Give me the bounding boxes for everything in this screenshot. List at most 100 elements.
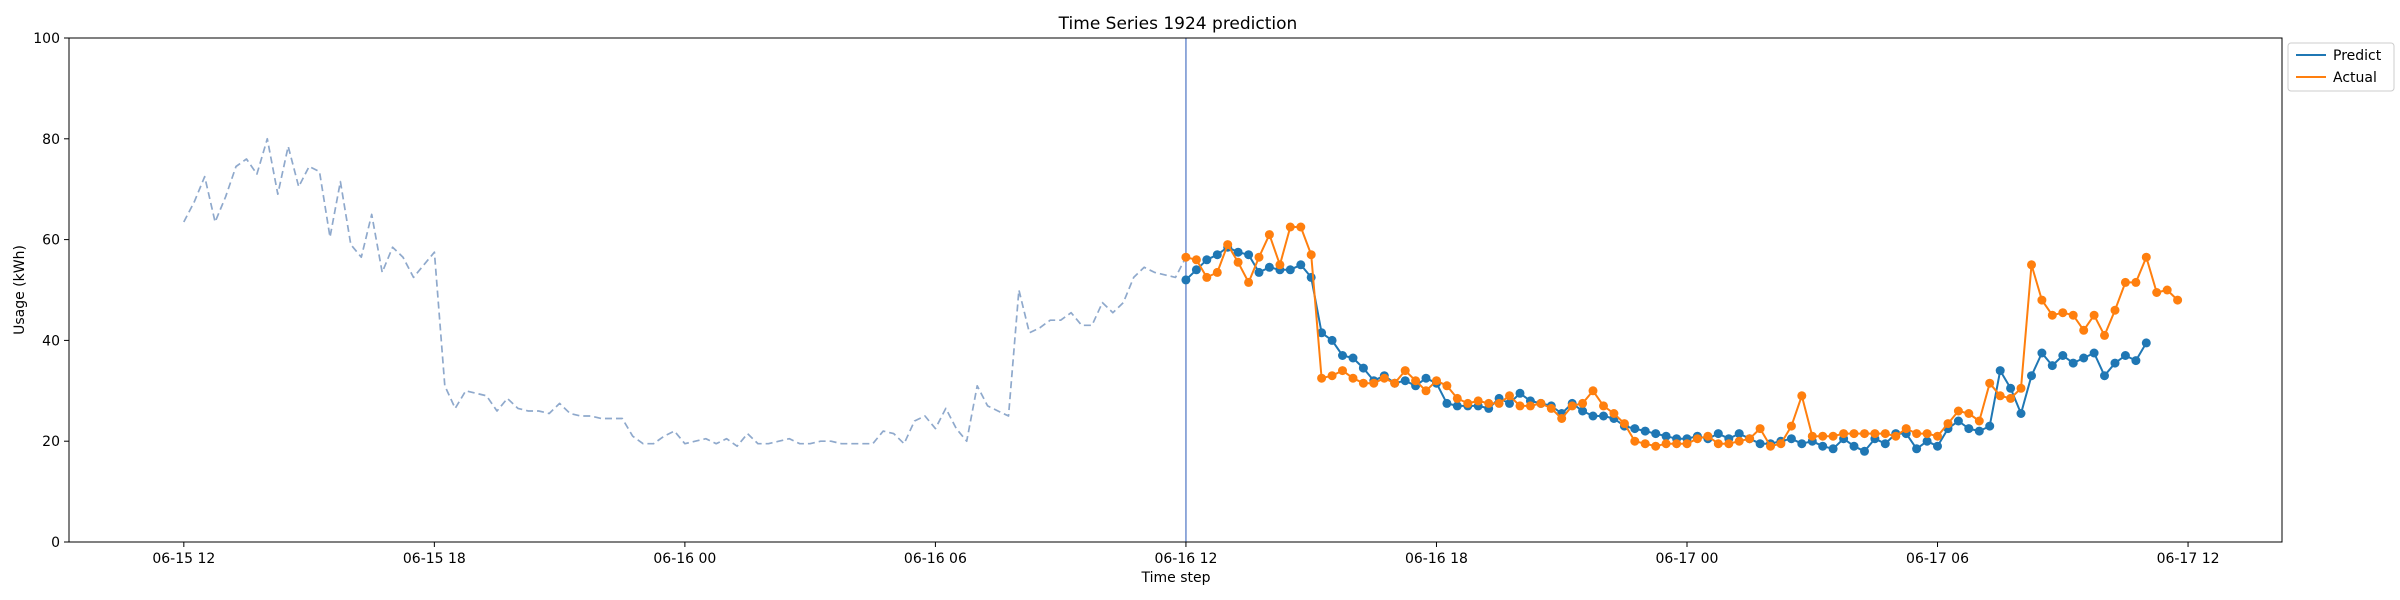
series-line-predict <box>1185 246 2148 453</box>
data-point-actual <box>1296 222 1306 232</box>
data-point-actual <box>1390 378 1400 388</box>
x-tick-label: 06-16 12 <box>1154 551 1217 567</box>
data-point-actual <box>2016 383 2026 393</box>
y-tick-label: 100 <box>33 31 60 47</box>
data-point-actual <box>1995 391 2005 401</box>
data-point-actual <box>1849 429 1859 439</box>
data-point-predict <box>1578 406 1588 416</box>
data-point-actual <box>1682 439 1692 449</box>
data-point-actual <box>1275 260 1285 270</box>
plot-area <box>183 38 2183 542</box>
data-point-predict <box>1797 439 1807 449</box>
y-axis: 0 20 40 60 80 100 <box>33 31 69 551</box>
series-line-history <box>183 137 1187 448</box>
data-point-actual <box>1672 439 1682 449</box>
x-axis-label: Time step <box>1141 570 1211 586</box>
data-point-predict <box>1995 366 2005 376</box>
data-point-actual <box>1724 439 1734 449</box>
data-point-actual <box>1212 267 1222 277</box>
data-point-actual <box>1442 381 1452 391</box>
data-point-actual <box>1640 439 1650 449</box>
legend-label-predict: Predict <box>2333 48 2382 64</box>
chart-title: Time Series 1924 prediction <box>1058 14 1298 34</box>
data-point-actual <box>1870 429 1880 439</box>
data-point-predict <box>1452 401 1462 411</box>
data-point-predict <box>2006 383 2016 393</box>
data-point-actual <box>1515 401 1525 411</box>
data-point-predict <box>2047 361 2057 371</box>
data-point-predict <box>1974 426 1984 436</box>
data-point-actual <box>2006 393 2016 403</box>
data-point-actual <box>1609 409 1619 418</box>
data-point-predict <box>1338 351 1347 360</box>
data-point-actual <box>1358 378 1368 388</box>
data-point-actual <box>1567 401 1577 411</box>
data-point-predict <box>1317 328 1327 338</box>
data-point-predict <box>1515 388 1525 398</box>
data-point-actual <box>2152 288 2162 297</box>
data-point-predict <box>2131 356 2141 366</box>
data-point-predict <box>1421 373 1431 383</box>
data-point-predict <box>1630 424 1640 434</box>
data-point-actual <box>1943 419 1953 429</box>
data-point-predict <box>1640 426 1650 436</box>
data-point-actual <box>1338 366 1347 376</box>
data-point-predict <box>1912 444 1922 454</box>
data-point-predict <box>1860 446 1869 456</box>
data-point-predict <box>1651 429 1661 439</box>
data-point-actual <box>1473 396 1483 406</box>
data-point-actual <box>1191 255 1201 265</box>
plot-frame <box>68 37 2283 543</box>
data-point-actual <box>1661 439 1671 449</box>
data-point-actual <box>1974 416 1984 426</box>
data-point-predict <box>1734 429 1744 439</box>
data-point-predict <box>1233 247 1243 257</box>
data-point-actual <box>2068 310 2078 320</box>
data-point-actual <box>1599 401 1608 411</box>
x-tick-label: 06-17 06 <box>1906 551 1969 567</box>
data-point-actual <box>1745 434 1755 444</box>
y-tick-label: 40 <box>42 333 60 349</box>
data-point-predict <box>2141 338 2151 348</box>
data-point-actual <box>1839 429 1849 439</box>
data-point-actual <box>1525 401 1535 411</box>
data-point-actual <box>1588 386 1598 396</box>
data-point-actual <box>1557 414 1567 423</box>
data-point-predict <box>1296 260 1306 270</box>
data-point-actual <box>1421 386 1431 396</box>
data-point-actual <box>1181 252 1191 262</box>
data-point-predict <box>1400 376 1410 386</box>
data-point-actual <box>2173 295 2183 305</box>
data-point-actual <box>1411 376 1421 386</box>
data-point-actual <box>1797 391 1807 401</box>
data-point-predict <box>1755 439 1765 449</box>
data-point-predict <box>1285 265 1295 275</box>
data-point-actual <box>1578 398 1588 408</box>
legend-label-actual: Actual <box>2333 70 2377 86</box>
data-point-actual <box>1922 429 1932 439</box>
data-point-actual <box>1285 222 1295 232</box>
data-point-predict <box>1505 398 1514 408</box>
x-tick-label: 06-15 12 <box>152 551 215 567</box>
data-point-predict <box>1348 353 1358 363</box>
x-tick-label: 06-17 00 <box>1656 551 1719 567</box>
data-point-predict <box>1358 363 1368 373</box>
y-tick-label: 20 <box>42 434 60 450</box>
data-point-actual <box>2120 277 2130 287</box>
data-point-predict <box>1964 424 1974 434</box>
data-point-predict <box>2089 348 2099 358</box>
data-point-predict <box>1191 265 1201 275</box>
data-point-actual <box>1703 431 1713 441</box>
data-point-actual <box>1379 373 1389 383</box>
data-point-actual <box>1901 424 1911 434</box>
data-point-predict <box>1933 441 1942 451</box>
data-point-actual <box>1546 403 1556 413</box>
x-tick-label: 06-16 18 <box>1405 551 1468 567</box>
y-tick-label: 60 <box>42 233 60 249</box>
data-point-actual <box>1306 250 1316 260</box>
data-point-actual <box>1484 398 1494 408</box>
data-point-actual <box>1630 436 1640 446</box>
data-point-actual <box>1452 393 1462 403</box>
data-point-actual <box>1432 376 1441 386</box>
data-point-predict <box>1212 250 1222 260</box>
